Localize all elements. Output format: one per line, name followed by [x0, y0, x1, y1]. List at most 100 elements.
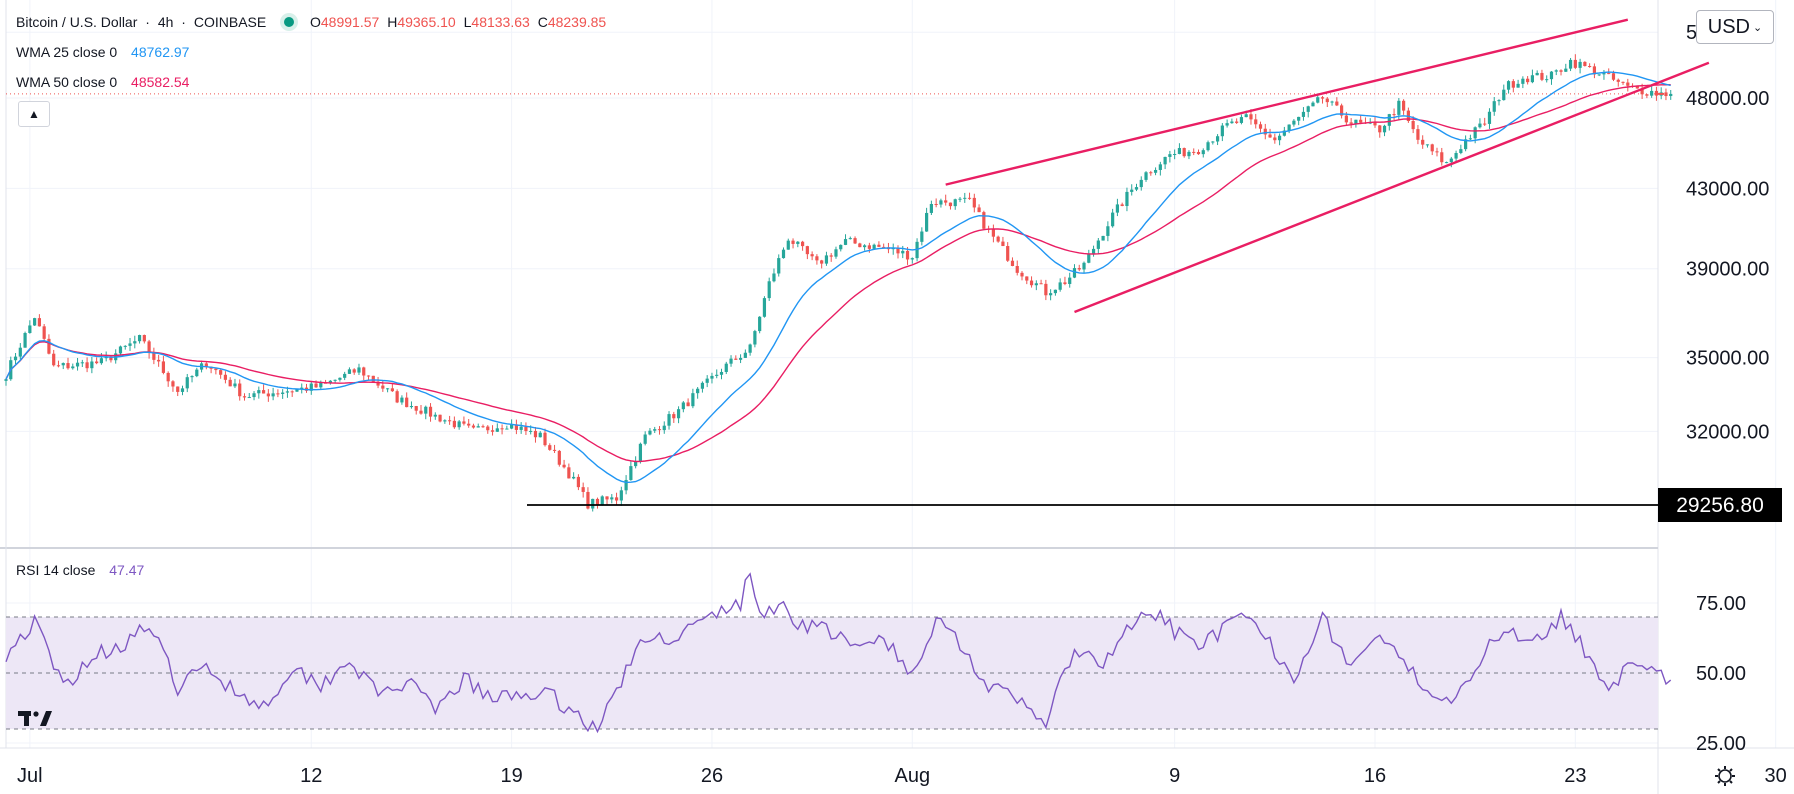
candle-body — [1611, 73, 1616, 80]
candle — [247, 393, 251, 399]
wma25-legend[interactable]: WMA 25 close 0 48762.97 — [16, 44, 193, 60]
candle — [481, 424, 485, 428]
collapse-legend-button[interactable]: ▲ — [18, 101, 50, 127]
rsi-label: RSI 14 close — [16, 562, 96, 578]
candle-body — [137, 335, 142, 342]
candle — [581, 482, 585, 498]
candle — [1320, 95, 1325, 104]
candle-body — [591, 498, 595, 509]
candle-body — [1502, 89, 1506, 101]
candle — [1425, 144, 1430, 148]
candle — [1669, 89, 1673, 100]
candle — [4, 377, 8, 386]
candle-body — [1111, 212, 1115, 227]
candle-body — [1478, 123, 1482, 128]
candle-body — [1516, 83, 1520, 88]
candle-body — [1411, 121, 1415, 130]
candle-body — [1568, 59, 1573, 69]
candle — [1196, 149, 1201, 155]
candle-body — [1645, 94, 1649, 96]
candle — [109, 355, 113, 363]
candle — [42, 323, 46, 342]
candle-body — [395, 391, 399, 403]
candle-body — [118, 346, 123, 354]
candle-body — [514, 424, 518, 430]
trendline-lower-channel[interactable] — [1074, 61, 1710, 314]
candle — [953, 198, 957, 210]
candle-body — [1635, 86, 1639, 89]
candle — [676, 406, 681, 424]
candle-body — [371, 375, 375, 382]
price-tick-label: 43000.00 — [1686, 178, 1769, 200]
candle — [500, 424, 504, 435]
candle — [1506, 80, 1511, 94]
settings-gear-icon[interactable] — [1715, 766, 1735, 786]
candle-body — [653, 429, 657, 431]
candle-body — [409, 406, 414, 408]
candle — [185, 373, 189, 393]
candle-body — [586, 491, 590, 509]
candle-body — [901, 250, 905, 254]
candle-body — [634, 460, 638, 467]
candle-body — [357, 367, 361, 373]
currency-select[interactable]: USD ⌄ — [1696, 10, 1774, 44]
candle-body — [953, 199, 957, 207]
candle-body — [85, 362, 89, 369]
candle-body — [1082, 262, 1086, 270]
candle-body — [433, 414, 437, 417]
candle — [1359, 115, 1363, 125]
candle — [405, 392, 409, 408]
candle — [176, 386, 180, 397]
candle-body — [748, 344, 752, 353]
rsi-legend[interactable]: RSI 14 close 47.47 — [16, 562, 148, 578]
candle — [705, 375, 709, 388]
candle — [290, 390, 294, 397]
tradingview-logo-icon[interactable] — [18, 708, 54, 734]
candle-body — [362, 367, 366, 376]
candle-body — [462, 421, 466, 424]
candle — [982, 210, 986, 230]
candle-body — [37, 318, 41, 327]
time-tick-label: 12 — [300, 765, 322, 787]
candle-body — [261, 390, 266, 394]
candle — [1568, 57, 1573, 72]
candle-body — [643, 434, 647, 444]
candle — [934, 198, 938, 208]
candle-body — [1235, 121, 1239, 123]
candle-body — [490, 430, 495, 432]
candle — [653, 426, 657, 434]
ohlc-open-value: 48991.57 — [320, 14, 380, 30]
candle — [309, 381, 313, 395]
wma50-legend[interactable]: WMA 50 close 0 48582.54 — [16, 74, 193, 90]
candle-body — [500, 428, 504, 430]
candle — [1421, 135, 1425, 149]
candle-body — [1607, 73, 1611, 75]
candle — [605, 496, 609, 505]
candle-body — [777, 258, 781, 274]
candle-body — [238, 383, 242, 397]
candle — [1173, 149, 1177, 160]
drawings[interactable] — [527, 18, 1710, 506]
candle — [629, 461, 633, 481]
candle — [1263, 123, 1267, 140]
candle-body — [619, 490, 623, 501]
time-tick-label: 30 — [1765, 765, 1787, 787]
candle — [1511, 79, 1515, 93]
candle — [1106, 221, 1110, 242]
candle — [371, 375, 375, 383]
candle-body — [1430, 144, 1434, 152]
candle-body — [705, 378, 709, 383]
symbol-legend[interactable]: Bitcoin / U.S. Dollar · 4h · COINBASE O4… — [16, 14, 610, 30]
time-tick-label: 23 — [1564, 765, 1586, 787]
time-tick-label: 26 — [701, 765, 723, 787]
candle — [476, 423, 480, 428]
candle-body — [1449, 158, 1453, 163]
candle — [424, 405, 428, 420]
support-price-label[interactable]: 29256.80 — [1658, 488, 1782, 522]
candle-body — [743, 352, 747, 358]
candle — [147, 339, 151, 359]
candle-body — [1025, 276, 1029, 281]
candle-body — [1091, 248, 1096, 254]
trendline-upper-channel[interactable] — [945, 18, 1629, 186]
